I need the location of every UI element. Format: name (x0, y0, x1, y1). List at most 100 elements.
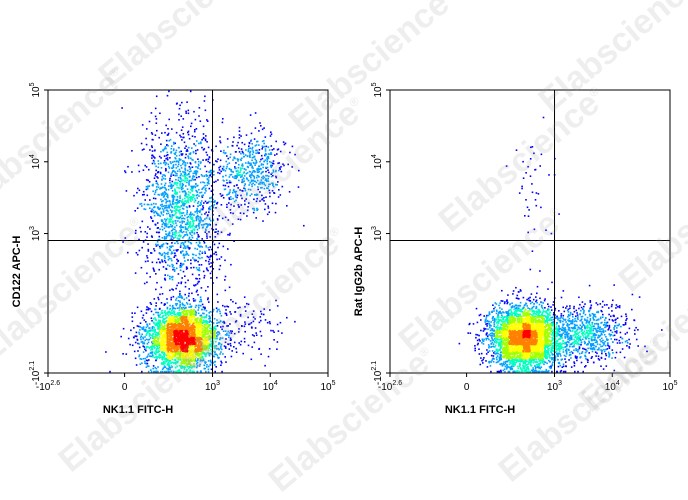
event-dot (195, 312, 197, 314)
event-dot (220, 360, 222, 363)
event-dot (207, 223, 210, 226)
event-dot (191, 315, 194, 318)
event-dot (165, 312, 168, 314)
event-dot (207, 365, 210, 368)
event-dot (165, 198, 167, 201)
event-dot (237, 187, 239, 189)
event-dot (204, 326, 206, 329)
event-dot (192, 355, 195, 358)
event-dot (224, 275, 227, 278)
event-dot (206, 178, 209, 180)
event-dot (143, 329, 146, 331)
event-dot (186, 312, 188, 314)
event-dot (243, 175, 246, 177)
event-dot (243, 180, 245, 182)
event-dot (146, 257, 149, 259)
event-dot (179, 316, 182, 318)
event-dot (181, 352, 184, 355)
event-dot (201, 348, 203, 350)
event-dot (169, 157, 171, 159)
event-dot (260, 154, 263, 157)
event-dot (175, 222, 177, 224)
event-dot (213, 201, 215, 203)
event-dot (188, 237, 191, 240)
event-dot (185, 317, 188, 319)
event-dot (155, 169, 157, 172)
event-dot (176, 174, 178, 177)
event-dot (194, 186, 197, 189)
event-dot (209, 317, 211, 320)
event-dot (147, 307, 150, 309)
event-dot (200, 245, 202, 247)
event-dot (188, 137, 191, 140)
event-dot (179, 353, 182, 356)
event-dot (182, 328, 184, 331)
event-dot (140, 142, 143, 145)
event-dot (197, 330, 200, 333)
event-dot (266, 166, 269, 169)
event-dot (201, 303, 204, 306)
event-dot (178, 158, 181, 160)
event-dot (198, 346, 201, 348)
event-dot (175, 149, 178, 152)
event-dot (199, 120, 202, 122)
event-dot (142, 357, 145, 360)
event-dot (169, 313, 172, 316)
event-dot (163, 236, 166, 239)
event-dot (180, 262, 182, 265)
event-dot (187, 109, 190, 112)
event-dot (229, 212, 232, 214)
event-dot (164, 207, 166, 209)
event-dot (202, 270, 205, 273)
event-dot (251, 183, 253, 186)
event-dot (168, 220, 171, 222)
event-dot (261, 128, 264, 131)
event-dot (249, 189, 252, 191)
event-dot (210, 349, 212, 351)
event-dot (186, 369, 188, 371)
event-dot (205, 217, 208, 219)
event-dot (160, 322, 163, 325)
event-dot (159, 316, 162, 319)
event-dot (165, 162, 168, 164)
event-dot (181, 354, 183, 356)
event-dot (175, 342, 178, 344)
event-dot (162, 328, 165, 331)
event-dot (155, 203, 157, 205)
event-dot (146, 128, 148, 130)
event-dot (155, 359, 157, 362)
event-dot (175, 297, 178, 300)
event-dot (170, 245, 172, 248)
event-dot (162, 349, 164, 352)
event-dot (189, 223, 192, 225)
event-dot (180, 205, 183, 207)
event-dot (154, 134, 157, 136)
event-dot (161, 334, 164, 337)
event-dot (167, 317, 169, 320)
event-dot (161, 253, 164, 255)
event-dot (188, 309, 190, 312)
event-dot (215, 337, 217, 340)
event-dot (222, 304, 224, 307)
event-dot (206, 366, 208, 368)
event-dot (232, 212, 234, 215)
event-dot (158, 235, 161, 238)
event-dot (162, 243, 165, 245)
event-dot (232, 141, 234, 143)
event-dot (241, 325, 243, 327)
event-dot (141, 333, 143, 336)
event-dot (187, 130, 190, 133)
event-dot (179, 180, 181, 183)
event-dot (208, 218, 211, 220)
event-dot (179, 266, 181, 269)
event-dot (208, 318, 210, 320)
event-dot (161, 244, 163, 246)
event-dot (239, 315, 242, 317)
event-dot (173, 313, 175, 316)
event-dot (191, 236, 194, 239)
event-dot (186, 355, 189, 357)
event-dot (186, 353, 188, 355)
event-dot (202, 357, 205, 360)
event-dot (173, 316, 176, 318)
event-dot (182, 179, 184, 182)
